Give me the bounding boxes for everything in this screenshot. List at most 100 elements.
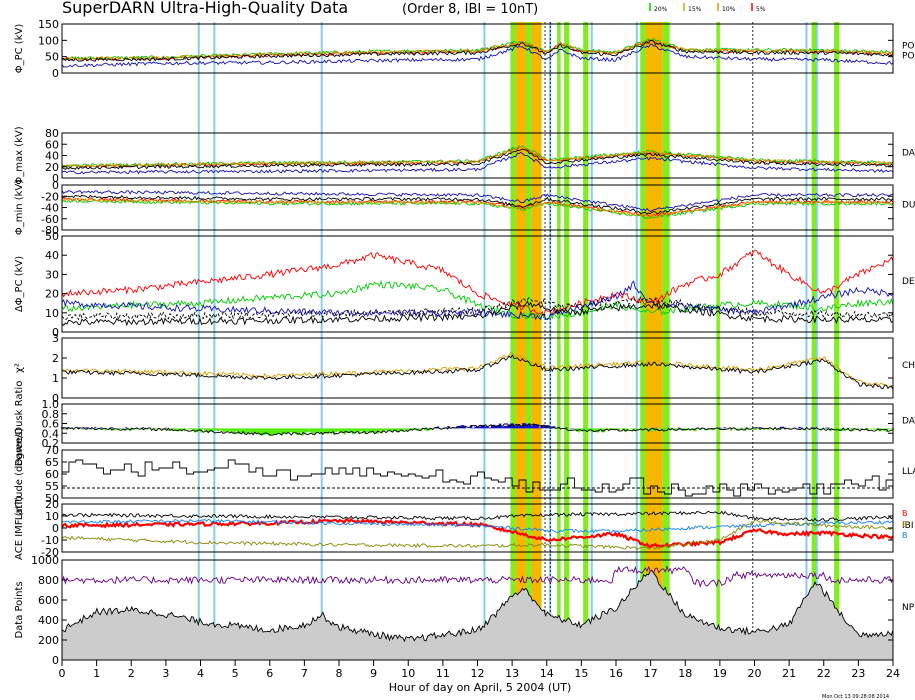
y-tick-label: 55: [45, 480, 59, 493]
x-tick-label: 1: [93, 667, 100, 680]
panel-frame: [61, 23, 894, 74]
series-line: [61, 518, 894, 534]
y-tick-label: 60: [45, 138, 59, 151]
x-tick-label: 3: [162, 667, 169, 680]
series-line: [61, 249, 894, 317]
y-tick-label: 0.8: [42, 408, 60, 421]
panel-frame: [61, 337, 894, 399]
y-axis-label: ACE IMF (nT): [14, 496, 25, 560]
legend-label: 5%: [756, 6, 766, 13]
y-tick-label: 40: [45, 249, 59, 262]
y-tick-label: 600: [38, 594, 59, 607]
x-axis-label: Hour of day on April, 5 2004 (UT): [389, 681, 572, 694]
legend: 20% 15% 10% 5%: [649, 3, 766, 13]
panel-frame: [61, 235, 894, 333]
y-tick-label: 10: [45, 510, 59, 523]
y-axis-label: Φ_min (kV): [14, 180, 25, 235]
series-line: [62, 39, 894, 61]
series-line: [61, 197, 894, 218]
x-tick-label: 17: [644, 667, 658, 680]
y-tick-label: 0.4: [42, 427, 60, 440]
x-tick-label: 15: [574, 667, 588, 680]
y-tick-label: 1.0: [42, 398, 60, 411]
series-line: [61, 145, 894, 168]
y-axis-label: ΔΦ_PC (kV): [14, 256, 25, 312]
y-tick-label: 0: [52, 179, 59, 192]
y-tick-label: -20: [41, 546, 59, 559]
highlight-band: [515, 22, 526, 660]
panel-frame: [61, 503, 894, 553]
series-line: [61, 39, 894, 62]
panel-dphi: 50 40 30 20 10 0 ΔΦ_PC (kV) DE: [14, 230, 915, 339]
y-tick-label: 65: [45, 456, 59, 469]
x-tick-label: 4: [197, 667, 204, 680]
right-label: IBI: [902, 521, 913, 531]
y-tick-label: 3: [52, 332, 59, 345]
right-label: LLA: [902, 467, 915, 477]
y-tick-label: -40: [41, 202, 59, 215]
series-line: [61, 151, 894, 175]
series-line: [61, 296, 894, 321]
x-tick-label: 14: [540, 667, 554, 680]
highlight-band: [834, 22, 840, 660]
y-tick-label: 20: [45, 498, 59, 511]
y-axis-label: χ²: [14, 363, 25, 373]
x-tick-label: 23: [851, 667, 865, 680]
x-tick-label: 19: [713, 667, 727, 680]
y-tick-label: 80: [45, 127, 59, 140]
x-tick-label: 21: [782, 667, 796, 680]
y-tick-label: 200: [38, 634, 59, 647]
highlight-band: [525, 22, 532, 660]
highlight-bands: [510, 22, 840, 660]
x-tick-label: 12: [471, 667, 485, 680]
panel-points: 1000 800 600 400 200 0 Data Points NP: [14, 554, 915, 667]
y-tick-label: 0: [52, 326, 59, 339]
y-tick-label: -10: [41, 534, 59, 547]
x-tick-label: 24: [886, 667, 900, 680]
series-line: [62, 354, 894, 390]
series-line: [61, 517, 894, 549]
y-axis-label: Dawn/Dusk Ratio: [14, 381, 25, 467]
x-tick-label: 0: [59, 667, 66, 680]
x-axis: 0 1 2 3 4 5 6 7 8 9 10 11 12 13 14 15 16 17 18 19 20 21 22 23 24: [59, 660, 900, 680]
series-line: [61, 569, 894, 643]
y-axis-label: Latitude (degrees): [14, 428, 25, 520]
panel-chi2: 3 2 1 0 χ² CH: [14, 332, 915, 405]
highlight-band: [531, 22, 542, 660]
x-tick-label: 9: [370, 667, 377, 680]
series-line: [61, 144, 894, 168]
right-label: DU: [902, 201, 915, 211]
x-tick-label: 8: [336, 667, 343, 680]
right-label: DAY: [902, 417, 915, 427]
series-line: [61, 565, 894, 588]
y-tick-label: 800: [38, 574, 59, 587]
highlight-band: [510, 22, 516, 660]
x-tick-label: 2: [128, 667, 135, 680]
y-axis-label: Data Points: [14, 581, 25, 638]
y-tick-label: 60: [45, 468, 59, 481]
highlight-band: [662, 22, 670, 660]
x-tick-label: 18: [678, 667, 692, 680]
y-tick-label: 40: [45, 150, 59, 163]
highlight-band: [583, 22, 589, 660]
y-tick-label: 0: [52, 522, 59, 535]
y-tick-label: 2: [52, 352, 59, 365]
series-line: [62, 459, 894, 497]
y-tick-label: 50: [45, 51, 59, 64]
x-tick-label: 13: [505, 667, 519, 680]
x-tick-label: 11: [436, 667, 450, 680]
right-label: PO: [902, 52, 915, 62]
x-tick-label: 10: [401, 667, 415, 680]
highlight-band: [640, 22, 646, 660]
y-tick-label: 0.6: [42, 418, 60, 431]
y-tick-label: 1000: [31, 554, 59, 567]
right-sub-label: B: [902, 531, 908, 540]
y-tick-label: 400: [38, 614, 59, 627]
footer-stamp: Mon Oct 13 09:28:08 2014: [822, 694, 889, 700]
highlight-band: [811, 22, 817, 660]
x-tick-label: 6: [266, 667, 273, 680]
series-line: [61, 189, 894, 213]
